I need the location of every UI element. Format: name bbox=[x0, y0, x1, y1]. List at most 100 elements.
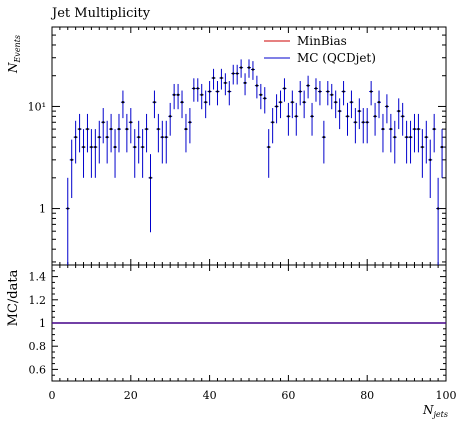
data-point-marker bbox=[405, 135, 408, 139]
data-point bbox=[211, 68, 216, 90]
data-point-marker bbox=[302, 101, 306, 104]
data-point bbox=[117, 113, 121, 153]
data-point-marker bbox=[291, 101, 294, 104]
data-point-marker bbox=[283, 87, 286, 90]
data-point bbox=[408, 120, 413, 164]
data-point bbox=[247, 59, 251, 78]
data-point bbox=[440, 129, 445, 178]
data-point-marker bbox=[385, 105, 389, 108]
data-point bbox=[152, 90, 157, 119]
data-point bbox=[172, 83, 177, 110]
data-point bbox=[65, 177, 70, 265]
legend: MinBias MC (QCDjet) bbox=[264, 34, 376, 65]
data-point-marker bbox=[354, 121, 357, 124]
data-point bbox=[290, 90, 295, 119]
data-point bbox=[420, 129, 425, 178]
data-point bbox=[380, 113, 385, 153]
ratio-axis-label: MC/data bbox=[6, 269, 21, 326]
data-point-marker bbox=[393, 135, 396, 139]
data-point-marker bbox=[381, 127, 385, 131]
data-point-marker bbox=[102, 121, 105, 124]
data-point bbox=[329, 83, 334, 110]
y-tick-label: 10¹ bbox=[28, 100, 46, 113]
data-point-marker bbox=[94, 145, 97, 149]
data-point-marker bbox=[113, 145, 117, 149]
data-point-marker bbox=[243, 81, 247, 85]
ratio-tick-label: 1.4 bbox=[29, 271, 47, 284]
data-point bbox=[392, 120, 397, 164]
data-point bbox=[195, 78, 200, 102]
data-point-marker bbox=[342, 90, 345, 93]
data-point-marker bbox=[133, 145, 136, 149]
data-point bbox=[128, 108, 133, 144]
data-point-marker bbox=[105, 135, 109, 139]
data-point-marker bbox=[366, 121, 369, 124]
data-point bbox=[140, 129, 145, 178]
data-point bbox=[160, 120, 165, 164]
x-tick-label: 40 bbox=[203, 389, 217, 402]
data-point bbox=[148, 154, 153, 233]
data-point bbox=[310, 102, 315, 136]
axis-ticks: 0 20 40 60 80 100 1 10¹ 0.6 0.8 1 1.2 1.4 bbox=[28, 26, 457, 402]
data-point bbox=[180, 90, 184, 119]
x-tick-label: 80 bbox=[360, 389, 374, 402]
data-point bbox=[377, 90, 381, 119]
x-axis-label: Njets bbox=[422, 403, 448, 419]
data-point-marker bbox=[334, 101, 337, 104]
y-axis-label-sub: Events bbox=[13, 35, 22, 64]
data-point bbox=[314, 78, 318, 102]
data-point bbox=[85, 113, 90, 153]
data-point-marker bbox=[267, 145, 270, 149]
data-point bbox=[132, 129, 137, 178]
data-point-marker bbox=[220, 76, 223, 80]
x-tick-label: 100 bbox=[436, 389, 457, 402]
data-point bbox=[223, 73, 228, 96]
data-point bbox=[349, 90, 354, 119]
data-point-marker bbox=[338, 109, 341, 113]
data-point-marker bbox=[109, 127, 113, 131]
data-point-marker bbox=[295, 115, 298, 118]
data-point-marker bbox=[318, 90, 322, 93]
data-point-marker bbox=[125, 127, 129, 131]
data-point bbox=[345, 102, 350, 136]
data-point bbox=[199, 83, 204, 110]
data-point-marker bbox=[66, 207, 69, 210]
chart-title: Jet Multiplicity bbox=[50, 6, 151, 21]
data-point bbox=[282, 78, 287, 102]
data-point-marker bbox=[86, 127, 89, 131]
data-point bbox=[250, 61, 255, 80]
data-point bbox=[227, 81, 232, 106]
data-point bbox=[235, 64, 240, 85]
data-point-marker bbox=[90, 145, 93, 149]
data-point bbox=[302, 90, 307, 119]
y-axis-label: NEvents bbox=[6, 35, 22, 74]
data-point-marker bbox=[362, 121, 365, 124]
data-point-marker bbox=[129, 121, 132, 124]
data-point-marker bbox=[149, 176, 152, 180]
data-point-marker bbox=[251, 68, 255, 71]
data-point bbox=[254, 75, 259, 99]
data-point bbox=[97, 120, 102, 164]
data-point bbox=[321, 120, 326, 164]
data-point bbox=[69, 139, 74, 199]
data-point bbox=[215, 81, 220, 106]
data-point-marker bbox=[310, 115, 314, 118]
x-tick-label: 60 bbox=[281, 389, 295, 402]
data-point-marker bbox=[98, 135, 101, 139]
data-point bbox=[262, 87, 267, 114]
data-point-marker bbox=[373, 115, 377, 118]
data-point-marker bbox=[212, 76, 215, 80]
data-point-marker bbox=[326, 90, 329, 93]
data-point-marker bbox=[350, 101, 353, 104]
data-point bbox=[361, 108, 366, 144]
data-point-marker bbox=[169, 115, 172, 118]
data-point bbox=[266, 129, 271, 178]
data-point-marker bbox=[78, 127, 81, 131]
data-point bbox=[412, 113, 417, 153]
data-point-marker bbox=[279, 101, 282, 104]
data-point bbox=[353, 108, 358, 144]
data-point bbox=[187, 108, 192, 144]
data-point bbox=[144, 113, 149, 153]
data-point bbox=[436, 177, 441, 265]
data-point-marker bbox=[184, 127, 188, 131]
